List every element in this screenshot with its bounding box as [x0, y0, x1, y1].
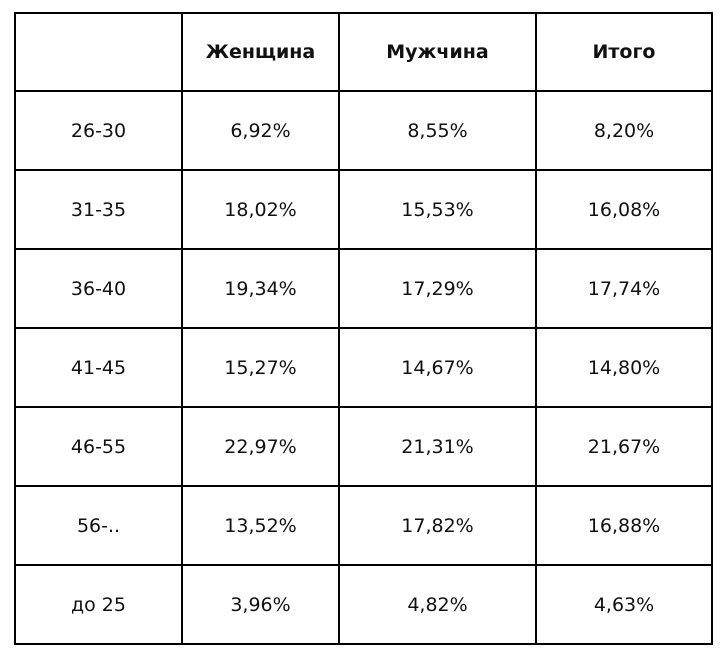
- cell: 15,27%: [181, 327, 340, 408]
- cell: 4,63%: [535, 564, 713, 645]
- cell: 14,67%: [338, 327, 537, 408]
- table-body: 26-30 6,92% 8,55% 8,20% 31-35 18,02% 15,53% 16,…: [14, 90, 713, 645]
- table-row: 41-45 15,27% 14,67% 14,80%: [14, 327, 713, 408]
- header-cell: Мужчина: [338, 12, 537, 92]
- cell: 17,74%: [535, 248, 713, 329]
- row-label: 46-55: [14, 406, 183, 487]
- corner-cell: [14, 12, 183, 92]
- cell: 19,34%: [181, 248, 340, 329]
- row-label: 41-45: [14, 327, 183, 408]
- table-row: 31-35 18,02% 15,53% 16,08%: [14, 169, 713, 250]
- data-table: Женщина Мужчина Итого 26-30 6,92% 8,55% 8,20%…: [14, 12, 713, 645]
- cell: 16,88%: [535, 485, 713, 566]
- table-row: 36-40 19,34% 17,29% 17,74%: [14, 248, 713, 329]
- cell: 8,20%: [535, 90, 713, 171]
- cell: 21,31%: [338, 406, 537, 487]
- row-label: 31-35: [14, 169, 183, 250]
- cell: 3,96%: [181, 564, 340, 645]
- cell: 18,02%: [181, 169, 340, 250]
- table-row: до 25 3,96% 4,82% 4,63%: [14, 564, 713, 645]
- cell: 22,97%: [181, 406, 340, 487]
- row-label: до 25: [14, 564, 183, 645]
- header-cell: Итого: [535, 12, 713, 92]
- cell: 14,80%: [535, 327, 713, 408]
- cell: 4,82%: [338, 564, 537, 645]
- table-row: 26-30 6,92% 8,55% 8,20%: [14, 90, 713, 171]
- row-label: 56-..: [14, 485, 183, 566]
- header-row: Женщина Мужчина Итого: [14, 12, 713, 92]
- cell: 16,08%: [535, 169, 713, 250]
- row-label: 26-30: [14, 90, 183, 171]
- header-cell: Женщина: [181, 12, 340, 92]
- cell: 15,53%: [338, 169, 537, 250]
- cell: 17,82%: [338, 485, 537, 566]
- cell: 21,67%: [535, 406, 713, 487]
- table-row: 56-.. 13,52% 17,82% 16,88%: [14, 485, 713, 566]
- table-row: 46-55 22,97% 21,31% 21,67%: [14, 406, 713, 487]
- cell: 6,92%: [181, 90, 340, 171]
- row-label: 36-40: [14, 248, 183, 329]
- cell: 8,55%: [338, 90, 537, 171]
- cell: 17,29%: [338, 248, 537, 329]
- cell: 13,52%: [181, 485, 340, 566]
